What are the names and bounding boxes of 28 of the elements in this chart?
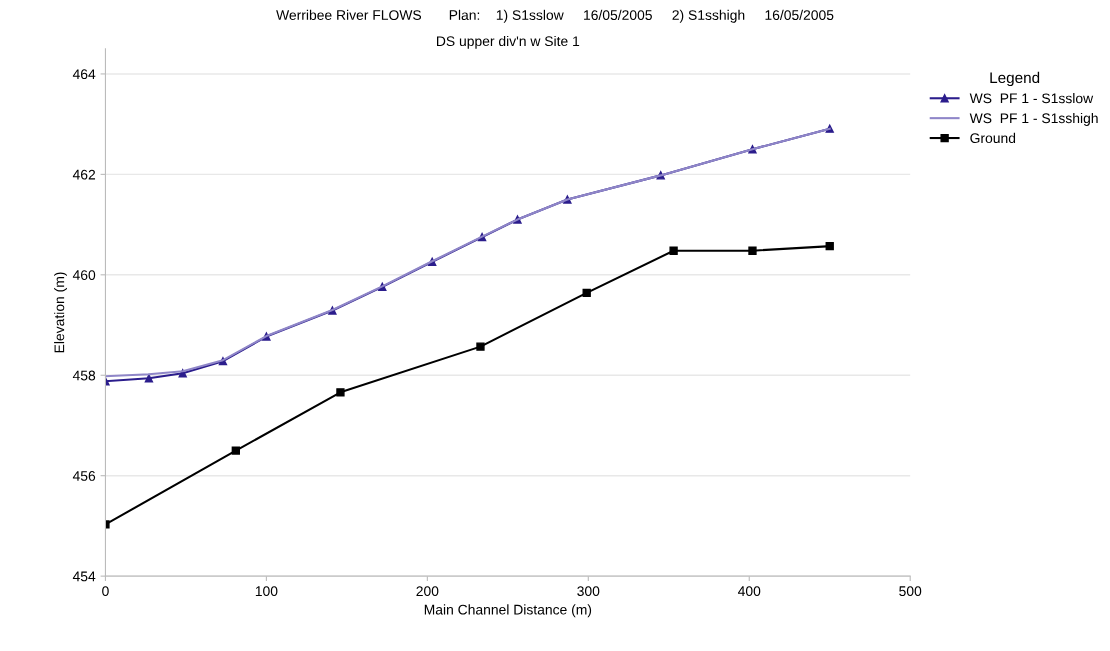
y-axis-title: Elevation (m) [54, 272, 67, 353]
x-tick-label: 0 [102, 586, 109, 597]
legend-label: WS PF 1 - S1sslow [969, 93, 1094, 104]
y-tick-label: 464 [72, 69, 96, 80]
x-axis-title: Main Channel Distance (m) [424, 604, 592, 618]
legend-title: Legend [990, 71, 1040, 87]
point [144, 374, 154, 383]
point [476, 342, 485, 351]
y-tick-label: 456 [72, 471, 96, 481]
legend-label: Ground [970, 132, 1016, 144]
point [582, 288, 591, 298]
point [669, 246, 678, 255]
chart-title: Werribee River FLOWS Plan: 1) S1sslow 16/05/2005 2) S1sshigh 16/05/2005 [276, 9, 834, 23]
x-tick-label: 300 [577, 586, 600, 597]
y-tick-label: 462 [72, 169, 96, 180]
point [231, 446, 240, 455]
point [336, 388, 345, 397]
x-tick-label: 400 [737, 586, 761, 597]
chart-subtitle: DS upper div'n w Site 1 [437, 35, 580, 49]
x-tick-label: 100 [255, 586, 278, 597]
legend-label: WS PF 1 - S1sshigh [969, 112, 1098, 126]
y-tick-label: 458 [72, 370, 96, 381]
point [748, 246, 757, 255]
point [825, 242, 834, 251]
x-tick-label: 500 [899, 586, 922, 597]
x-tick-label: 200 [416, 586, 439, 597]
y-tick-label: 454 [72, 571, 96, 582]
y-tick-label: 460 [72, 270, 96, 280]
